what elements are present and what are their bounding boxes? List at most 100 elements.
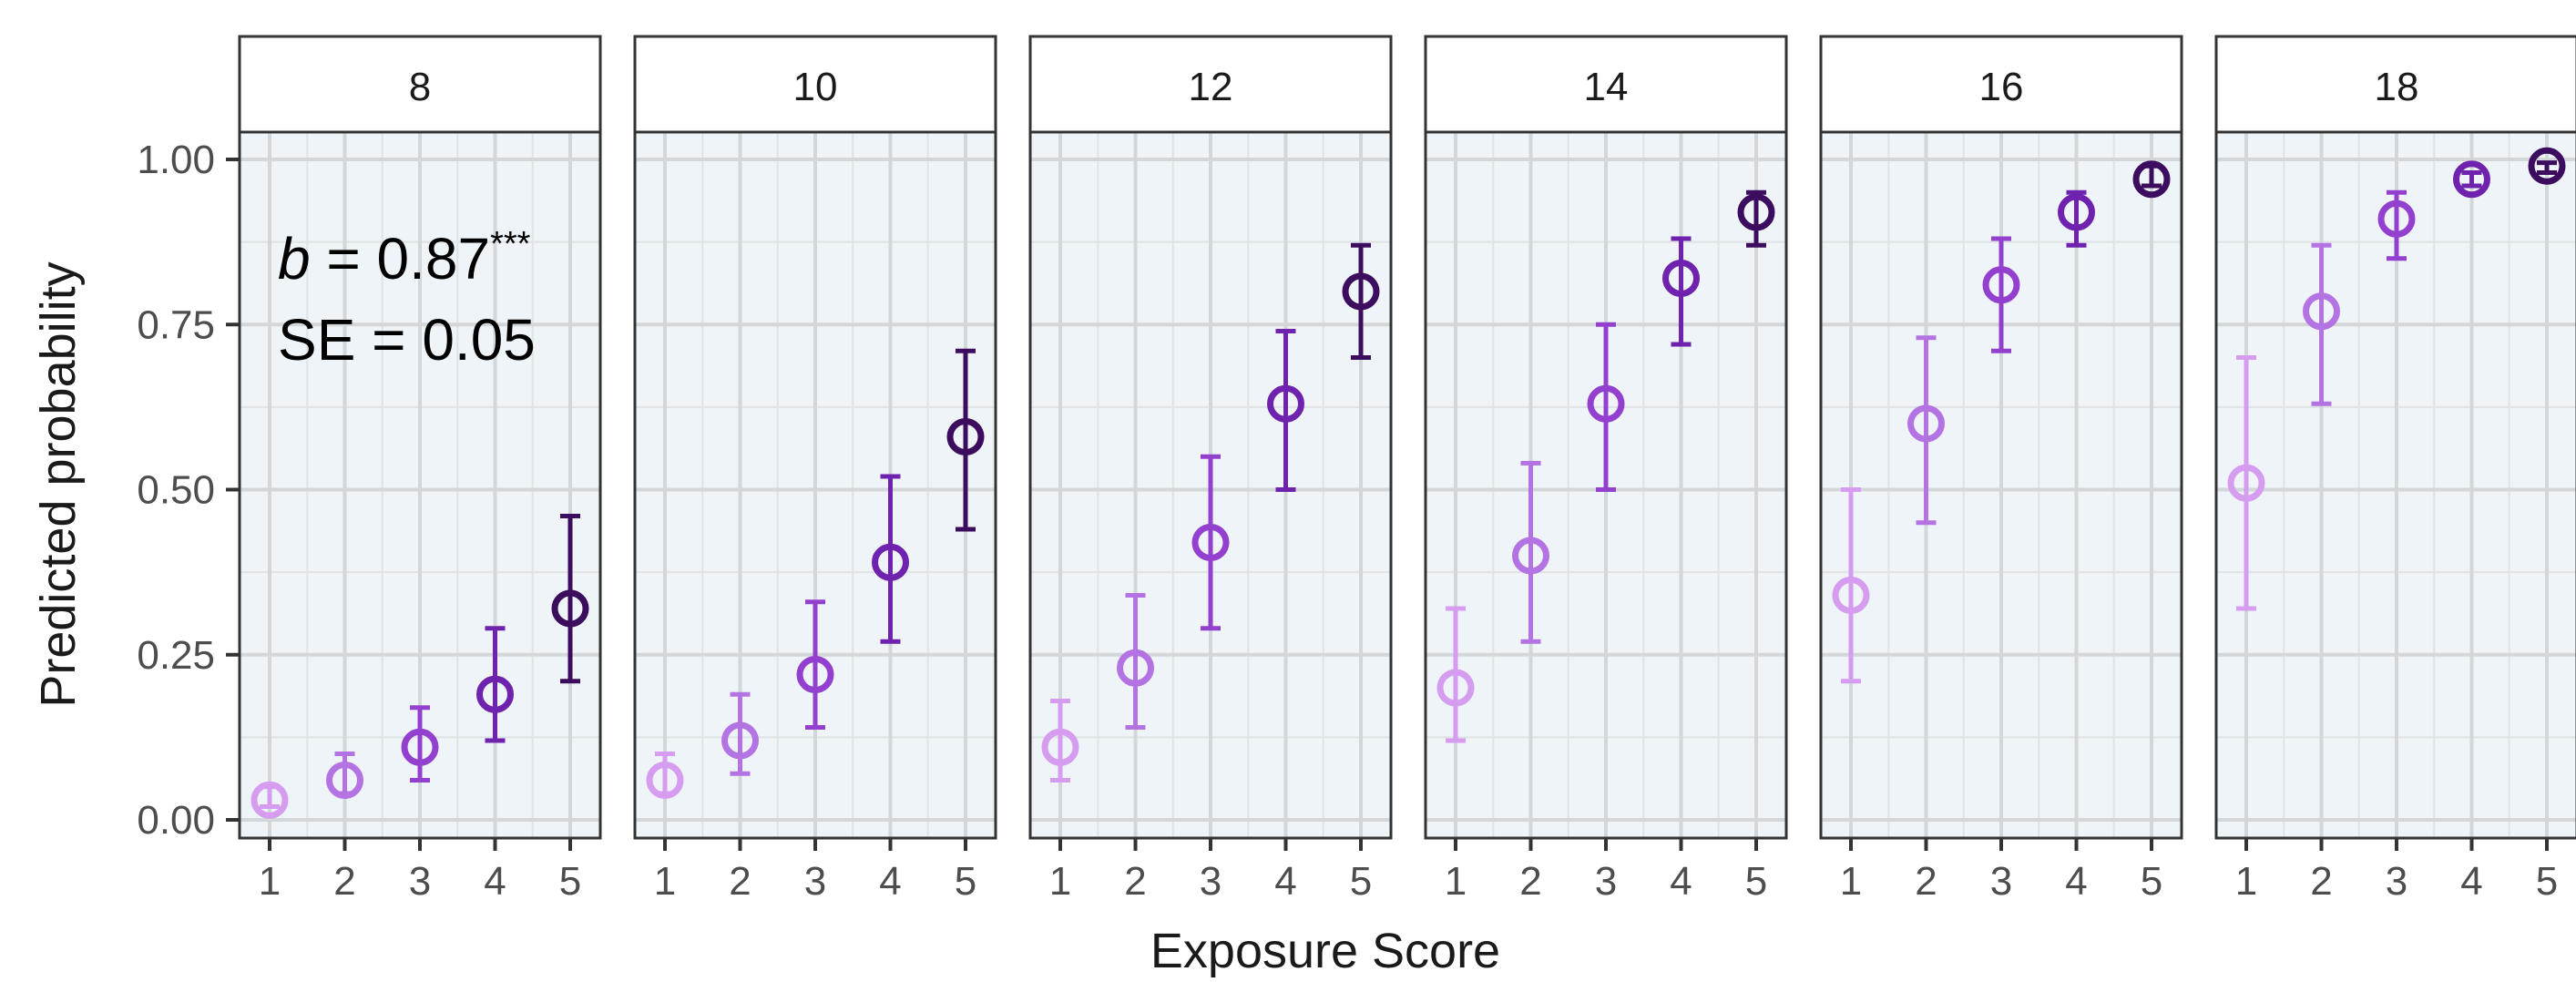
error-bar [1916, 335, 1937, 526]
coefficient-symbol: b [278, 226, 311, 292]
x-tick-label: 2 [1124, 859, 1146, 904]
data-point [1191, 524, 1230, 561]
x-tick-label: 2 [1915, 859, 1937, 904]
y-tick-label: 0.50 [137, 468, 215, 513]
facet-strip [2214, 35, 2576, 134]
x-axis-label: Exposure Score [1150, 924, 1500, 978]
data-point [551, 589, 589, 628]
x-tick-label: 5 [2141, 859, 2162, 904]
data-point [2528, 147, 2566, 185]
facet-label: 18 [2375, 65, 2419, 109]
x-tick-label: 5 [559, 859, 581, 904]
x-tick-label: 5 [2536, 859, 2558, 904]
facet-panel-10: 10 1 2 3 4 5 [633, 35, 997, 904]
significance-stars: *** [490, 225, 531, 263]
x-tick-label: 4 [879, 859, 901, 904]
data-point [326, 762, 363, 799]
data-point [1662, 260, 1700, 297]
data-point [646, 762, 684, 799]
x-tick-label: 3 [1200, 859, 1222, 904]
data-point [2377, 199, 2416, 238]
error-bar [2236, 355, 2256, 611]
facet-strip [238, 35, 602, 134]
error-bar [880, 474, 901, 644]
y-tick-label: 0.75 [137, 302, 215, 347]
data-points [646, 348, 985, 799]
x-tick-label: 3 [1595, 859, 1617, 904]
data-point [1737, 193, 1775, 231]
error-bar [1596, 322, 1616, 492]
coefficient-annotation: b = 0.87*** SE = 0.05 [278, 225, 536, 373]
error-bar [730, 691, 751, 776]
x-tick-label: 1 [654, 859, 676, 904]
error-bar [1520, 461, 1541, 644]
error-bar [2537, 160, 2557, 175]
x-tick-label: 4 [484, 859, 506, 904]
facet-strip [633, 35, 997, 134]
x-tick-label: 4 [1274, 859, 1296, 904]
x-tick-label: 4 [2460, 859, 2482, 904]
data-point [1512, 537, 1549, 575]
error-bar [1125, 593, 1146, 730]
data-points [1041, 242, 1380, 783]
standard-error-text: SE = 0.05 [278, 307, 536, 373]
x-tick-label: 3 [1990, 859, 2012, 904]
error-bar [1275, 329, 1296, 492]
data-points [2227, 147, 2566, 611]
data-points [1436, 189, 1775, 743]
x-tick-label: 2 [729, 859, 751, 904]
data-point [721, 721, 759, 760]
x-tick-label: 3 [804, 859, 826, 904]
data-point [2227, 464, 2265, 502]
facet-label: 14 [1584, 65, 1629, 109]
error-bar [1841, 487, 1861, 684]
x-tick-label: 2 [2310, 859, 2332, 904]
data-point [250, 781, 289, 819]
data-point [946, 418, 985, 455]
error-bar [2461, 170, 2482, 189]
error-bar [1351, 242, 1371, 360]
facet-panel-16: 16 1 2 3 4 5 [1819, 35, 2183, 904]
error-bar [956, 348, 976, 532]
data-point [1587, 384, 1625, 423]
facet-label: 8 [409, 65, 431, 109]
error-bar [410, 705, 430, 783]
data-point [2303, 292, 2340, 331]
data-points [250, 514, 589, 819]
data-point [2453, 160, 2490, 199]
data-point [1436, 669, 1475, 707]
error-bar [805, 599, 825, 730]
facet-label: 10 [793, 65, 838, 109]
error-bar [2066, 189, 2087, 248]
data-point [1267, 384, 1304, 423]
y-tick-label: 0.00 [137, 798, 215, 843]
facet-panel-14: 14 1 2 3 4 5 [1424, 35, 1788, 904]
coefficient-value: = 0.87 [311, 226, 491, 292]
facet-panel-8: 8 1 2 3 4 5 [238, 35, 602, 904]
x-tick-label: 2 [1519, 859, 1541, 904]
facet-strip [1028, 35, 1393, 134]
data-point [1982, 266, 2020, 304]
facet-panel-12: 121 2 3 4 5 [1028, 35, 1393, 904]
error-bar [1991, 236, 2011, 353]
x-tick-label: 2 [333, 859, 355, 904]
error-bar [1746, 189, 1766, 248]
x-tick-label: 4 [1670, 859, 1692, 904]
x-tick-label: 5 [955, 859, 976, 904]
data-point [872, 543, 909, 581]
coefficient-text: b = 0.87*** [278, 225, 531, 292]
x-tick-label: 3 [409, 859, 431, 904]
data-point [401, 728, 439, 766]
gridlines [240, 132, 600, 838]
facet-label: 12 [1189, 65, 1233, 109]
gridlines [1426, 132, 1786, 838]
y-tick-label: 0.25 [137, 633, 215, 678]
x-tick-label: 1 [1049, 859, 1071, 904]
facet-panel-18: 18 1 2 3 4 5 [2214, 35, 2576, 904]
x-tick-label: 1 [1445, 859, 1467, 904]
facet-label: 16 [1979, 65, 2024, 109]
x-tick-label: 1 [2235, 859, 2257, 904]
y-axis: 0.00 0.25 0.50 0.75 1.00 [137, 138, 240, 843]
